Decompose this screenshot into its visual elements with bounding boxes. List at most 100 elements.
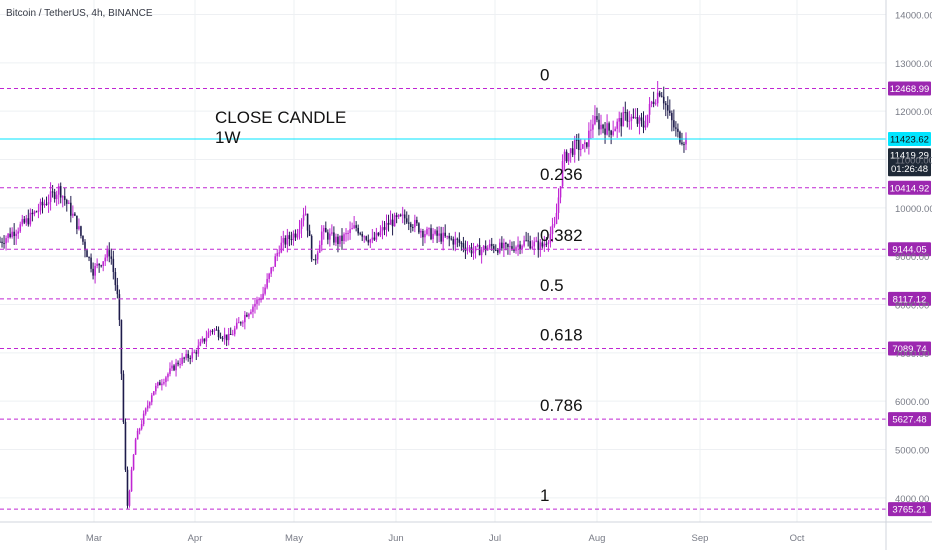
candle (565, 149, 568, 163)
candle (304, 205, 307, 216)
candle (399, 213, 402, 217)
candle (448, 232, 451, 247)
candle (355, 221, 357, 232)
candle (169, 362, 171, 377)
candle (250, 309, 252, 315)
candle (422, 228, 424, 246)
candle (264, 284, 266, 296)
candle (132, 453, 135, 471)
reference-price-label: 11423.62 (890, 135, 929, 146)
candle (37, 203, 40, 219)
candle (636, 108, 639, 127)
annotation-line-2: 1W (215, 128, 241, 147)
candle (266, 273, 268, 290)
fib-price-tag (888, 502, 931, 517)
candle (92, 262, 94, 280)
candle (120, 319, 123, 380)
candle (213, 328, 216, 336)
candle (288, 231, 291, 247)
x-tick-label: Oct (790, 533, 805, 544)
candle (405, 211, 408, 224)
candle (543, 235, 546, 252)
fib-price-label: 9144.05 (892, 245, 926, 256)
fib-price-label: 8117.12 (893, 294, 927, 305)
candle (654, 99, 657, 106)
candle (573, 135, 576, 163)
candle (94, 263, 96, 284)
candle (74, 212, 76, 217)
candle (458, 232, 461, 247)
candle (361, 231, 364, 242)
candle (658, 90, 661, 98)
candle (612, 120, 614, 137)
candle (474, 245, 477, 259)
candle (557, 188, 560, 220)
candle (316, 250, 319, 264)
candle (308, 224, 311, 237)
candle (43, 199, 46, 208)
y-tick-label: 8000.00 (895, 301, 929, 312)
candle (640, 112, 643, 127)
candle (51, 185, 54, 198)
candle (533, 237, 536, 255)
candle (209, 329, 212, 336)
candle (630, 114, 633, 130)
candle (207, 328, 210, 338)
candle (424, 230, 426, 244)
candle (373, 231, 376, 242)
candle (318, 240, 321, 253)
fib-price-tag (888, 81, 931, 96)
candle (171, 360, 173, 372)
candle (650, 100, 653, 108)
candle (618, 111, 621, 133)
candle (116, 277, 119, 299)
candle (203, 338, 206, 344)
candle (106, 245, 109, 262)
y-tick-label: 9000.00 (895, 252, 929, 263)
candle (339, 235, 341, 247)
candle (284, 235, 287, 249)
candle (412, 224, 414, 232)
candle (59, 182, 62, 204)
candle (165, 375, 167, 387)
candle (231, 329, 234, 336)
fib-price-label: 5627.48 (892, 415, 926, 426)
candle (80, 225, 82, 239)
candle (282, 230, 285, 252)
candle (21, 214, 24, 227)
candle (11, 227, 13, 239)
candle (547, 239, 550, 252)
x-tick-label: Jul (489, 533, 501, 544)
candle (648, 97, 651, 124)
candle (584, 139, 586, 153)
candle (343, 232, 345, 245)
candle (322, 225, 325, 240)
candle (604, 121, 606, 144)
candle (677, 123, 679, 138)
candle (685, 132, 687, 151)
candle (462, 236, 465, 253)
candle (628, 110, 631, 130)
candle (531, 240, 534, 250)
candle (575, 133, 578, 150)
candle (15, 229, 17, 245)
candle (324, 221, 327, 233)
candle (233, 325, 236, 337)
candle (476, 243, 479, 248)
candle (199, 338, 202, 347)
candle (525, 231, 527, 242)
candle (9, 227, 11, 239)
candle (276, 249, 279, 262)
candle (333, 226, 335, 246)
candle (248, 312, 250, 320)
candle (327, 229, 329, 245)
candle (669, 99, 671, 116)
fib-price-label: 7089.74 (892, 344, 926, 355)
candle (414, 214, 416, 233)
fib-ratio-label: 1 (540, 486, 549, 505)
candle (41, 197, 44, 214)
candle (499, 238, 501, 255)
candle (175, 358, 177, 377)
candle (138, 427, 141, 435)
